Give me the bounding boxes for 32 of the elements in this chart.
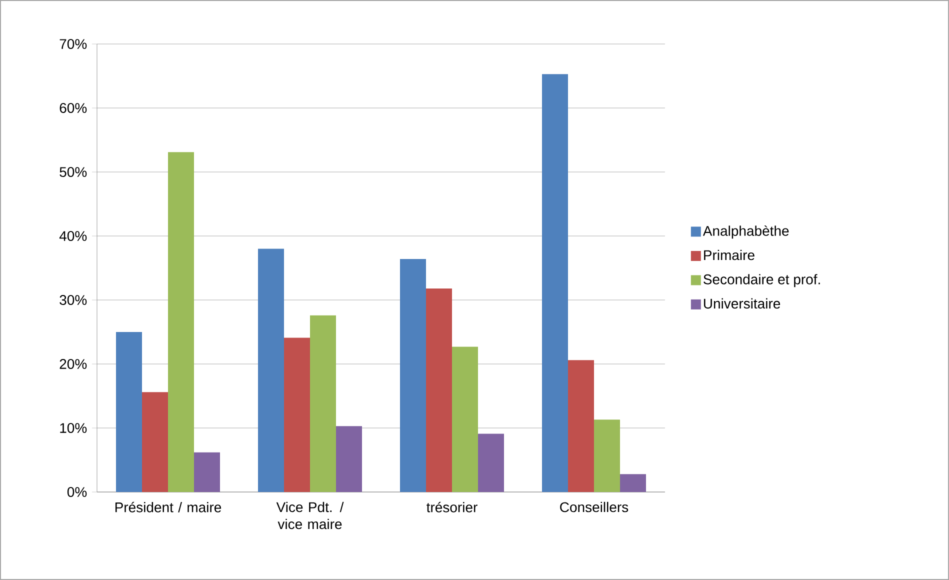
x-tick-label: Président / maire [115,502,222,512]
x-tick-label: Vice Pdt. / vice maire [276,502,344,530]
bar [568,360,594,492]
bar [542,74,568,492]
y-tick-label: 60% [60,103,87,113]
legend-label: Secondaire et prof. [704,274,820,288]
y-tick-label: 50% [60,167,87,177]
bar [194,452,220,492]
bar [400,259,426,492]
y-tick-label: 0% [67,487,87,497]
bar [594,420,620,492]
legend-label: Universitaire [704,298,780,309]
bar [168,152,194,492]
bar [452,346,478,492]
legend-label: Analphabèthe [702,225,789,239]
bar [116,332,142,492]
y-tick-label: 40% [59,231,87,241]
bar [426,288,452,492]
y-tick-label: 10% [60,423,87,433]
bar [310,315,336,492]
y-tick-label: 70% [60,39,87,49]
y-tick-label: 20% [60,359,87,369]
x-tick-label: Conseillers [560,502,628,512]
bar [336,426,362,492]
bar [478,434,504,492]
x-tick-label: trésorier [426,502,478,512]
bar [284,338,310,492]
legend-label: Primaire [704,250,754,260]
y-tick-label: 30% [60,295,87,305]
bar [258,248,284,492]
bar [142,392,168,492]
bar [620,474,646,492]
